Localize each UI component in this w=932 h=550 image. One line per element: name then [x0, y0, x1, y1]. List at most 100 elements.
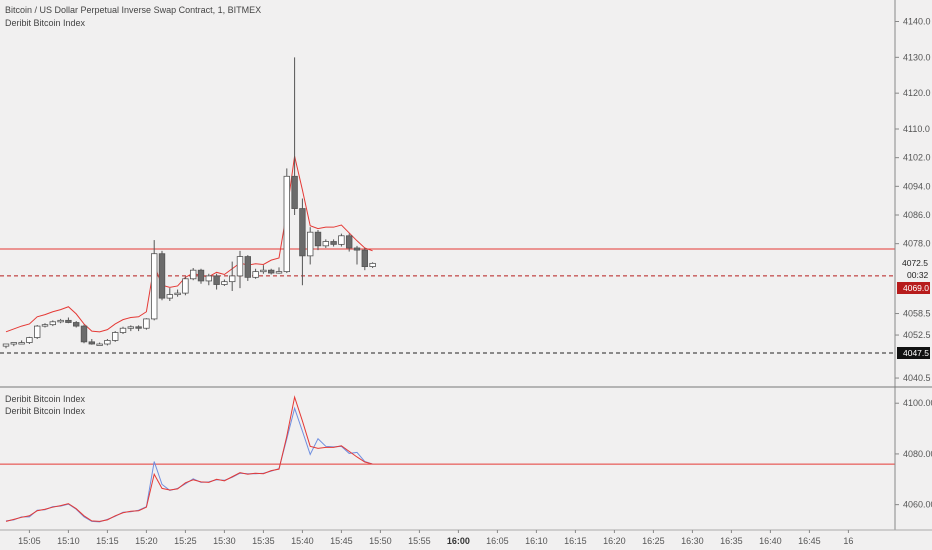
time-tick-label: 15:30	[213, 536, 236, 546]
time-tick-label: 15:35	[252, 536, 275, 546]
candle-body	[213, 275, 220, 285]
candle-body	[353, 247, 361, 251]
candle-body	[314, 231, 322, 247]
candle-body	[345, 235, 353, 249]
price-tick-label: 4094.0	[903, 181, 931, 191]
candle-body	[2, 343, 10, 347]
sub-tick-label: 4060.00	[903, 500, 932, 510]
price-axis[interactable]: 4140.0 4130.0 4120.0 4110.0 4102.0 4094.0 4086…	[895, 17, 931, 384]
time-tick-label: 15:50	[369, 536, 392, 546]
sub-pane-label-1: Deribit Bitcoin Index	[5, 394, 86, 404]
candle-body	[221, 281, 228, 285]
horizontal-lines-layer	[0, 248, 895, 354]
current-price-label: 4072.5	[902, 258, 928, 268]
candle-body	[299, 208, 306, 257]
candle-body	[65, 319, 72, 323]
candle-body	[205, 275, 212, 282]
price-tick-label: 4052.5	[903, 330, 931, 340]
price-tick-label: 4078.0	[903, 239, 931, 249]
candle-body	[26, 337, 33, 343]
price-labels: 4072.5 00:32 4069.0 4047.5	[897, 258, 930, 359]
candle-body	[275, 271, 283, 274]
candle-body	[112, 332, 119, 341]
sub-series-line-1	[5, 395, 373, 522]
time-tick-label: 16:05	[486, 536, 509, 546]
time-tick-label: 16:10	[525, 536, 548, 546]
red-line-price-tag	[897, 282, 930, 294]
candle-body	[127, 326, 134, 329]
candle-body	[322, 241, 329, 247]
candle-body	[330, 241, 337, 245]
candle-body	[267, 269, 275, 274]
candle-body	[228, 275, 236, 283]
time-tick-label: 15:05	[18, 536, 41, 546]
candle-body	[10, 342, 17, 345]
sub-tick-label: 4100.00	[903, 398, 932, 408]
candle-body	[135, 326, 142, 329]
candle-body	[283, 175, 290, 273]
candle-body	[189, 269, 197, 280]
time-tick-label: 15:15	[96, 536, 119, 546]
time-tick-label: 16:25	[642, 536, 665, 546]
candle-body	[306, 231, 314, 257]
time-axis[interactable]: 15:05 15:10 15:15 15:20 15:25 15:30 15:35 15:40…	[18, 530, 853, 546]
price-tick-label: 4130.0	[903, 52, 931, 62]
time-tick-label: 16:30	[681, 536, 704, 546]
candle-body	[96, 343, 103, 346]
time-tick-label: 15:55	[408, 536, 431, 546]
candle-body	[73, 322, 80, 327]
index-overlay-line	[5, 156, 373, 333]
candle-body	[291, 175, 298, 209]
time-tick-label: 16:35	[720, 536, 743, 546]
candle-body	[57, 319, 64, 323]
red-line-price-label: 4069.0	[903, 283, 929, 293]
time-tick-label: 15:20	[135, 536, 158, 546]
candle-body	[174, 292, 181, 296]
time-tick-label: 16:40	[759, 536, 782, 546]
sub-tick-label: 4080.00	[903, 449, 932, 459]
time-tick-label: 16:00	[447, 536, 470, 546]
candle-body	[150, 253, 158, 320]
time-tick-label: 16:20	[603, 536, 626, 546]
indicator-legend: Deribit Bitcoin Index	[5, 18, 86, 28]
indicator-pane	[0, 395, 895, 523]
indicator-axis[interactable]: 4100.00 4080.00 4060.00	[895, 398, 932, 510]
candle-body	[158, 253, 166, 299]
candle-body	[34, 325, 41, 338]
candle-body	[18, 342, 25, 345]
price-tick-label: 4058.5	[903, 309, 931, 319]
price-tick-label: 4140.0	[903, 17, 931, 27]
candles-layer	[2, 57, 376, 349]
candle-body	[197, 269, 205, 282]
candle-body	[252, 271, 259, 278]
time-tick-label: 16:15	[564, 536, 587, 546]
candle-body	[236, 256, 244, 277]
price-tick-label: 4110.0	[903, 124, 930, 134]
axes-layer	[0, 0, 932, 531]
time-tick-label: 15:45	[330, 536, 353, 546]
candle-body	[361, 249, 368, 268]
time-tick-label: 15:40	[291, 536, 314, 546]
candle-body	[49, 321, 56, 326]
time-tick-label: 16:45	[798, 536, 821, 546]
candle-body	[104, 340, 111, 345]
price-tick-label: 4086.0	[903, 210, 931, 220]
black-line-price-tag	[897, 347, 930, 359]
candle-body	[166, 294, 173, 299]
candle-body	[41, 324, 49, 327]
time-tick-label: 15:10	[57, 536, 80, 546]
black-line-price-label: 4047.5	[903, 348, 929, 358]
candle-body	[182, 278, 189, 294]
candle-body	[338, 235, 345, 245]
candle-body	[260, 269, 267, 273]
overlay-layer	[5, 156, 373, 333]
price-tick-label: 4120.0	[903, 88, 931, 98]
candle-body	[143, 318, 150, 329]
countdown-label: 00:32	[907, 270, 929, 280]
candle-body	[369, 262, 376, 267]
price-tick-label: 4102.0	[903, 153, 931, 163]
price-tick-label: 4040.5	[903, 373, 931, 383]
candle-body	[88, 341, 95, 345]
